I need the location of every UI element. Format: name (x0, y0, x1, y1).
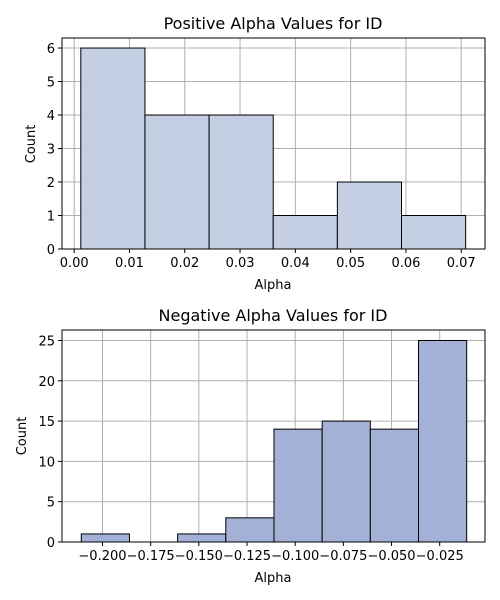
histogram-bar (225, 517, 275, 543)
x-axis-label: Alpha (255, 278, 292, 293)
x-axis-label: Alpha (255, 571, 292, 586)
histogram-bar (272, 215, 338, 250)
y-ticks: 0 1 2 3 4 5 6 (47, 42, 62, 258)
x-tick-label: 0.00 (60, 256, 89, 271)
histogram-bar (401, 215, 467, 250)
histogram-bar (273, 428, 323, 543)
plot-frame (61, 37, 486, 250)
histogram-bar (144, 114, 210, 250)
x-ticks: −0.200 −0.175 −0.150 −0.125 −0.100 −0.075 −0.0… (78, 542, 464, 564)
chart-title: Positive Alpha Values for ID (164, 14, 383, 33)
histogram-positive-alpha: Positive Alpha Values for ID 0.00 0.01 0.0… (24, 14, 486, 293)
histogram-bar (336, 181, 403, 250)
x-tick-label: 0.01 (115, 256, 144, 271)
histogram-bar (418, 339, 468, 543)
x-tick-label: 0.02 (170, 256, 199, 271)
histogram-bar (208, 114, 274, 250)
x-ticks: 0.00 0.01 0.02 0.03 0.04 0.05 0.06 0.07 (60, 249, 476, 271)
x-tick-label: −0.150 (175, 549, 223, 564)
y-axis-label: Count (24, 125, 39, 164)
y-tick-label: 5 (47, 76, 55, 91)
x-tick-label: −0.025 (416, 549, 464, 564)
x-tick-label: 0.03 (226, 256, 255, 271)
histogram-bar (80, 47, 146, 250)
histogram-bar (369, 428, 420, 543)
y-tick-label: 3 (47, 143, 55, 158)
y-tick-label: 25 (38, 334, 55, 349)
x-tick-label: −0.050 (367, 549, 415, 564)
histogram-bar (177, 533, 227, 543)
x-tick-label: 0.06 (391, 256, 420, 271)
bars (80, 339, 468, 543)
y-tick-label: 0 (47, 243, 55, 258)
x-tick-label: −0.200 (78, 549, 126, 564)
x-tick-label: 0.07 (447, 256, 476, 271)
y-tick-label: 1 (47, 210, 55, 225)
x-tick-label: −0.075 (319, 549, 367, 564)
x-tick-label: 0.04 (281, 256, 310, 271)
y-tick-label: 2 (47, 176, 55, 191)
x-tick-label: −0.100 (271, 549, 319, 564)
bars (80, 47, 467, 250)
histogram-negative-alpha: Negative Alpha Values for ID −0.200 −0.17… (15, 306, 486, 586)
y-tick-label: 10 (38, 455, 55, 470)
y-tick-label: 15 (38, 415, 55, 430)
y-tick-label: 20 (38, 375, 55, 390)
histogram-bar (80, 533, 130, 543)
y-tick-label: 5 (47, 496, 55, 511)
x-tick-label: 0.05 (336, 256, 365, 271)
x-tick-label: −0.175 (127, 549, 175, 564)
chart-title: Negative Alpha Values for ID (159, 306, 388, 325)
x-tick-label: −0.125 (223, 549, 271, 564)
y-tick-label: 6 (47, 42, 55, 57)
y-tick-label: 4 (47, 109, 55, 124)
y-axis-label: Count (15, 417, 30, 456)
plot-frame (61, 329, 486, 543)
y-ticks: 0 5 10 15 20 25 (38, 334, 62, 551)
y-tick-label: 0 (47, 536, 55, 551)
histogram-bar (321, 420, 371, 543)
